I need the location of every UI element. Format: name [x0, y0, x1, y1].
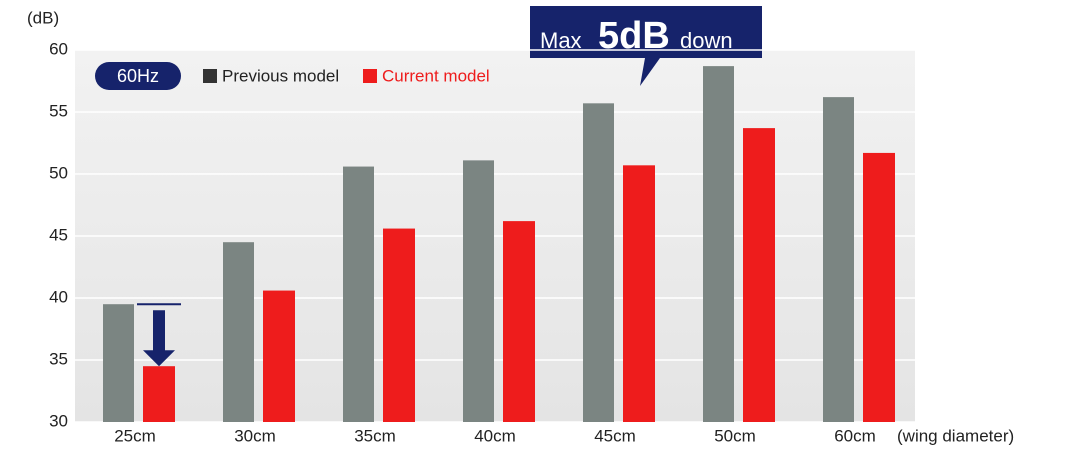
badge [95, 62, 181, 90]
legend-label: Previous model [222, 66, 339, 85]
x-tick-label: 30cm [234, 426, 276, 445]
bar [143, 366, 175, 422]
bar [703, 66, 734, 423]
y-tick-label: 50 [49, 163, 68, 182]
y-tick-label: 40 [49, 287, 68, 306]
x-tick-label: 50cm [714, 426, 756, 445]
bar [103, 304, 134, 422]
y-tick-label: 60 [49, 39, 68, 58]
legend-label: Current model [382, 66, 490, 85]
diff-arrow [143, 310, 175, 367]
y-unit: (dB) [27, 8, 59, 27]
callout-suffix: down [680, 28, 733, 53]
x-axis-label: (wing diameter) [897, 426, 1014, 445]
bar [623, 165, 655, 422]
x-tick-label: 60cm [834, 426, 876, 445]
bar [863, 152, 895, 423]
badge-text: 60Hz [117, 66, 159, 86]
x-tick-label: 45cm [594, 426, 636, 445]
y-tick-label: 35 [49, 349, 68, 368]
callout: Max 5dB down [530, 6, 762, 86]
bar [583, 103, 614, 422]
callout-prefix: Max [540, 28, 582, 53]
x-tick-label: 35cm [354, 426, 396, 445]
bar [743, 128, 775, 422]
x-tick-label: 40cm [474, 426, 516, 445]
x-tick-label: 25cm [114, 426, 156, 445]
y-tick-label: 30 [49, 411, 68, 430]
bar [383, 228, 415, 422]
bar [343, 166, 374, 422]
legend-swatch [203, 69, 217, 83]
bar [223, 242, 254, 422]
bar [463, 160, 494, 423]
bar [503, 221, 535, 422]
y-tick-label: 55 [49, 101, 68, 120]
y-tick-label: 45 [49, 225, 68, 244]
bar [263, 290, 295, 422]
legend-swatch [363, 69, 377, 83]
bar [823, 97, 854, 423]
callout-box [530, 6, 762, 86]
